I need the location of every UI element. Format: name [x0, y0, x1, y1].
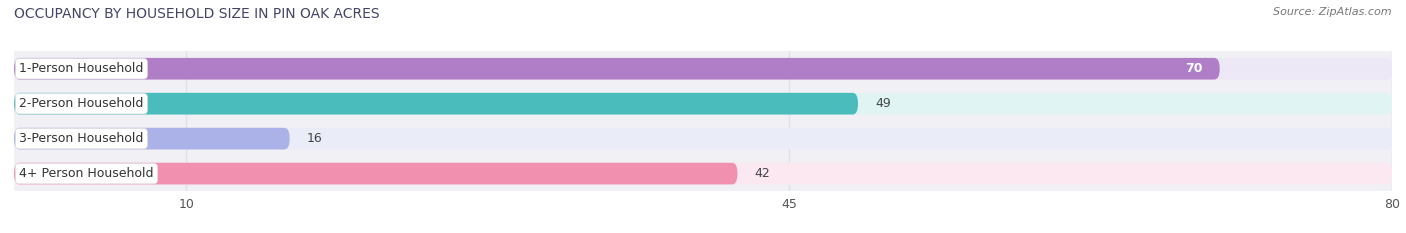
Text: 3-Person Household: 3-Person Household [20, 132, 143, 145]
Text: 4+ Person Household: 4+ Person Household [20, 167, 153, 180]
FancyBboxPatch shape [14, 93, 858, 115]
Text: 70: 70 [1185, 62, 1202, 75]
Text: Source: ZipAtlas.com: Source: ZipAtlas.com [1274, 7, 1392, 17]
Text: 2-Person Household: 2-Person Household [20, 97, 143, 110]
Text: 49: 49 [875, 97, 891, 110]
FancyBboxPatch shape [14, 163, 1392, 185]
FancyBboxPatch shape [14, 58, 1219, 80]
FancyBboxPatch shape [14, 58, 1392, 80]
FancyBboxPatch shape [14, 163, 738, 185]
FancyBboxPatch shape [14, 93, 1392, 115]
Text: 16: 16 [307, 132, 322, 145]
FancyBboxPatch shape [14, 128, 290, 150]
Text: OCCUPANCY BY HOUSEHOLD SIZE IN PIN OAK ACRES: OCCUPANCY BY HOUSEHOLD SIZE IN PIN OAK A… [14, 7, 380, 21]
FancyBboxPatch shape [14, 128, 1392, 150]
Text: 1-Person Household: 1-Person Household [20, 62, 143, 75]
Text: 42: 42 [755, 167, 770, 180]
